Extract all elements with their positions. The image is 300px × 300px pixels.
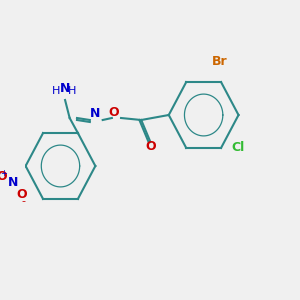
Text: N: N — [90, 107, 100, 120]
Text: -: - — [22, 196, 26, 206]
Text: N: N — [60, 82, 70, 95]
Text: H: H — [68, 86, 76, 96]
Text: +: + — [0, 169, 7, 178]
Text: H: H — [52, 86, 60, 96]
Text: Br: Br — [212, 55, 227, 68]
Text: N: N — [8, 176, 18, 189]
Text: O: O — [108, 106, 119, 119]
Text: Cl: Cl — [231, 141, 244, 154]
Text: O: O — [16, 188, 27, 201]
Text: O: O — [0, 170, 7, 183]
Text: O: O — [145, 140, 156, 153]
